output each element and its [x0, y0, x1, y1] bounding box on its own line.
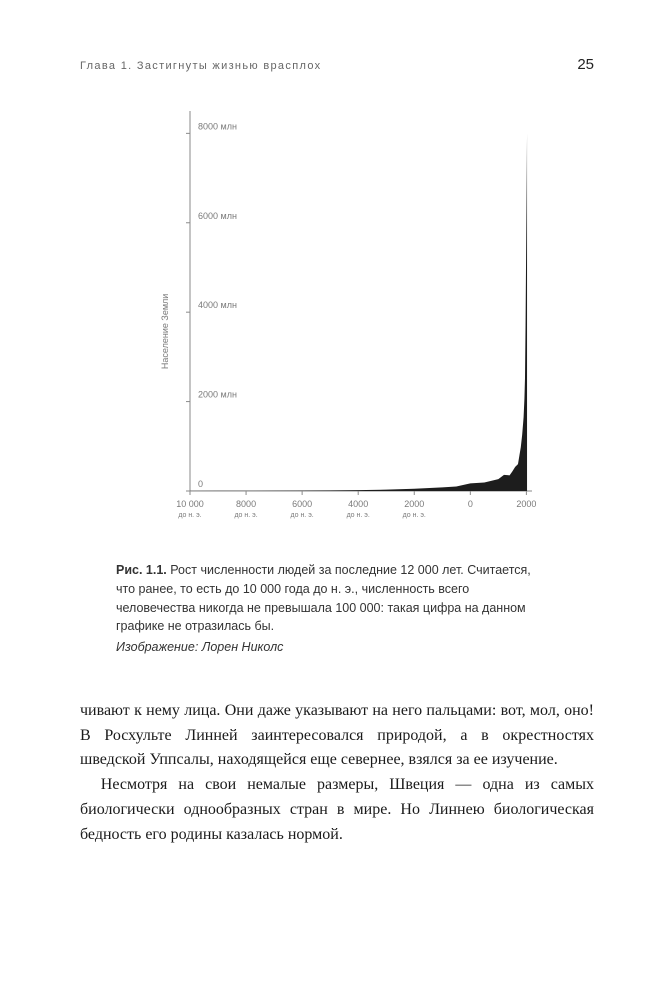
svg-text:8000 млн: 8000 млн	[198, 121, 237, 131]
body-text: чивают к нему лица. Они даже указывают н…	[80, 699, 594, 848]
body-paragraph-2: Несмотря на свои немалые размеры, Швеция…	[80, 773, 594, 847]
population-figure: 0 2000 млн 4000 млн 6000 млн 8000 млн Населен…	[116, 103, 546, 657]
figure-caption: Рис. 1.1. Рост численности людей за посл…	[116, 561, 546, 657]
svg-text:2000: 2000	[404, 499, 424, 509]
svg-text:0: 0	[468, 499, 473, 509]
svg-text:до н. э.: до н. э.	[403, 512, 426, 519]
figure-label: Рис. 1.1.	[116, 563, 167, 577]
svg-text:4000 млн: 4000 млн	[198, 300, 237, 310]
svg-text:10 000: 10 000	[176, 499, 204, 509]
body-paragraph-1: чивают к нему лица. Они даже указывают н…	[80, 699, 594, 773]
population-chart: 0 2000 млн 4000 млн 6000 млн 8000 млн Населен…	[116, 103, 546, 543]
figure-credit: Изображение: Лорен Николс	[116, 638, 546, 657]
svg-text:2000: 2000	[516, 499, 536, 509]
svg-text:8000: 8000	[236, 499, 256, 509]
svg-text:4000: 4000	[348, 499, 368, 509]
running-head: Глава 1. Застигнуты жизнью врасплох 25	[80, 56, 594, 73]
svg-text:до н. э.: до н. э.	[347, 512, 370, 519]
svg-text:2000 млн: 2000 млн	[198, 390, 237, 400]
svg-text:до н. э.: до н. э.	[178, 512, 201, 519]
svg-text:6000: 6000	[292, 499, 312, 509]
svg-text:Население Земли: Население Земли	[160, 294, 170, 369]
svg-text:6000 млн: 6000 млн	[198, 211, 237, 221]
svg-text:до н. э.: до н. э.	[291, 512, 314, 519]
svg-text:до н. э.: до н. э.	[234, 512, 257, 519]
svg-text:0: 0	[198, 479, 203, 489]
figure-caption-text: Рост численности людей за последние 12 0…	[116, 563, 531, 633]
chapter-title: Глава 1. Застигнуты жизнью врасплох	[80, 60, 321, 72]
page-number: 25	[577, 56, 594, 73]
